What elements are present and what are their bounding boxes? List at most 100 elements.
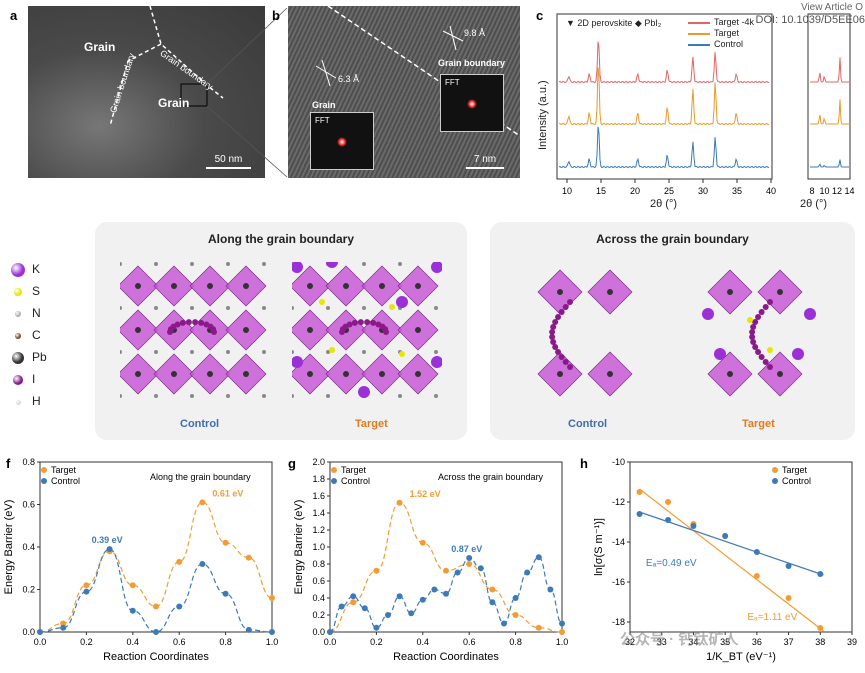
y-axis-label: ln[σ(S m⁻¹)] (593, 518, 605, 576)
data-point-control (443, 590, 449, 597)
d-spacing-1: 6.3 Å (338, 74, 360, 84)
xrd-xlabel-zoom: 2θ (°) (800, 198, 828, 210)
y-tick-label: 0.8 (22, 457, 35, 467)
series-curve-target (329, 502, 563, 633)
pb-atom (243, 283, 249, 289)
data-point-control (408, 610, 415, 617)
x-tick-label: 0.6 (173, 637, 186, 647)
fft-inset-1: FFT (310, 112, 374, 170)
x-tick-label: 34 (688, 637, 698, 647)
pb-atom (135, 283, 141, 289)
legend-marker (772, 478, 778, 484)
data-point-target (373, 567, 380, 574)
atom-legend-c: C (15, 328, 41, 342)
y-tick-label: 1.4 (312, 508, 325, 518)
iodide-path (192, 319, 199, 326)
k-atom (792, 348, 804, 360)
x-tick-label: 1.0 (266, 637, 279, 647)
activation-energy-label: Eₐ=1.11 eV (747, 612, 797, 623)
iodide-path (370, 319, 377, 326)
organic-cation (262, 394, 266, 398)
xrd-trace-zoom-1 (810, 99, 849, 125)
chart-h: 32 33 34 35 36 37 38 39 -10 -12 -14 -16 -18 1/K_BT (e… (593, 457, 857, 663)
data-point-control (559, 620, 565, 627)
iodide-path (758, 354, 765, 360)
legend-marker (41, 467, 47, 473)
iodide-path (767, 299, 773, 305)
data-point-control (385, 612, 391, 618)
xrd-tick-label: 15 (596, 186, 606, 196)
iodide-path (767, 364, 773, 370)
x-tick-label: 39 (847, 637, 857, 647)
organic-cation (120, 394, 122, 398)
watermark: 公众号 · 钙钛矿人 (620, 631, 739, 648)
pb-atom (379, 283, 385, 289)
xrd-legend-item: Target (688, 28, 739, 38)
data-point-control (199, 561, 206, 567)
iodide-path (752, 319, 759, 325)
xrd-zoom-tick-label: 12 (832, 186, 842, 196)
pb-atom (307, 371, 313, 377)
grain-label-b: Grain (312, 100, 336, 110)
x-tick-label: 0.2 (80, 637, 93, 647)
s-atom (399, 351, 405, 357)
y-tick-label: 0.2 (312, 610, 325, 620)
x-tick-label: 1.0 (556, 637, 569, 647)
data-point-target (443, 567, 449, 574)
data-point-control (454, 569, 461, 576)
organic-cation (190, 350, 194, 354)
y-tick-label: 0.0 (22, 627, 35, 637)
data-point-target (60, 620, 67, 627)
data-point-target (559, 629, 565, 635)
organic-cation (226, 394, 230, 398)
series-curve-control (39, 548, 273, 633)
y-tick-label: 1.8 (312, 474, 325, 484)
atom-legend-s: S (14, 284, 40, 298)
data-point-target (512, 612, 519, 618)
scale-bar-b: 7 nm (466, 154, 504, 169)
s-atom (389, 304, 395, 310)
iodide-path (198, 319, 205, 326)
y-axis-label: Energy Barrier (eV) (3, 500, 15, 595)
xrd-symbol-legend: ▼ 2D perovskite ◆ PbI₂ (566, 18, 662, 28)
data-point-control (83, 588, 90, 595)
organic-cation (398, 394, 402, 398)
y-tick-label: 1.0 (312, 542, 325, 552)
panel-e-target-caption: Target (742, 418, 775, 430)
data-point-control (753, 549, 760, 555)
organic-cation (326, 350, 330, 354)
k-atom (431, 262, 442, 273)
data-point-target (785, 595, 792, 601)
zoom-lines (206, 7, 288, 178)
legend-label: Target (51, 465, 77, 475)
iodide-path (762, 304, 769, 310)
iodide-path (185, 319, 192, 326)
data-point-control (817, 571, 824, 577)
crystal-d-target (292, 262, 442, 398)
k-atom (804, 308, 816, 320)
k-atom (431, 356, 442, 368)
view-article-link[interactable]: View Article O (800, 2, 863, 13)
pb-atom (135, 327, 141, 333)
data-point-control (722, 533, 729, 539)
organic-cation (326, 306, 330, 310)
legend-marker (772, 467, 778, 473)
panel-label-h: h (580, 456, 588, 471)
organic-cation (120, 350, 122, 354)
data-point-control (547, 586, 554, 593)
panel-d-control-caption: Control (180, 418, 220, 430)
s-atom (747, 317, 753, 323)
y-tick-label: 0.4 (312, 593, 325, 603)
peak-annotation: 0.87 eV (451, 544, 482, 554)
crystal-e-target (702, 269, 816, 397)
xrd-trace-zoom-2 (810, 159, 849, 168)
k-atom (396, 296, 408, 308)
organic-cation (154, 394, 158, 398)
panel-e-title: Across the grain boundary (596, 232, 749, 246)
peak-annotation: 0.61 eV (212, 488, 243, 498)
organic-cation (326, 394, 330, 398)
data-point-target (176, 558, 183, 565)
iodide-path (346, 321, 353, 328)
data-point-control (350, 593, 357, 600)
pb-atom (171, 371, 177, 377)
